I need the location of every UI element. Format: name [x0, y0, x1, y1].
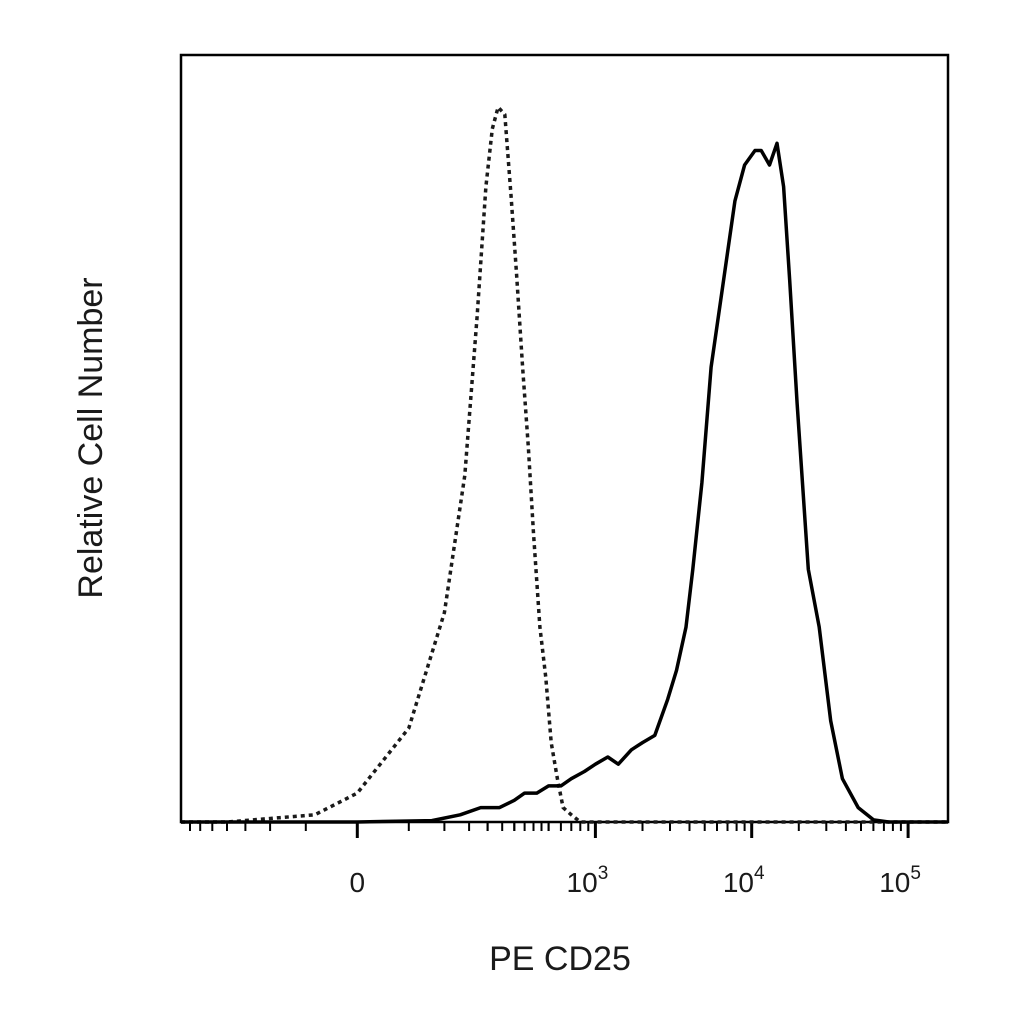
stained-histogram-curve — [181, 141, 948, 824]
plot-frame — [179, 53, 950, 824]
y-axis-label: Relative Cell Number — [72, 277, 110, 598]
x-tick-label: 104 — [723, 863, 765, 898]
x-tick-label: 0 — [350, 867, 366, 898]
x-tick-label: 103 — [567, 863, 609, 898]
x-tick-label: 105 — [879, 863, 921, 898]
series-layer — [181, 105, 948, 824]
control-histogram-curve — [181, 105, 948, 824]
x-tick-labels: 0 103 104 105 — [350, 863, 921, 898]
x-axis-label: PE CD25 — [489, 940, 631, 978]
x-axis-ticks — [189, 822, 910, 838]
